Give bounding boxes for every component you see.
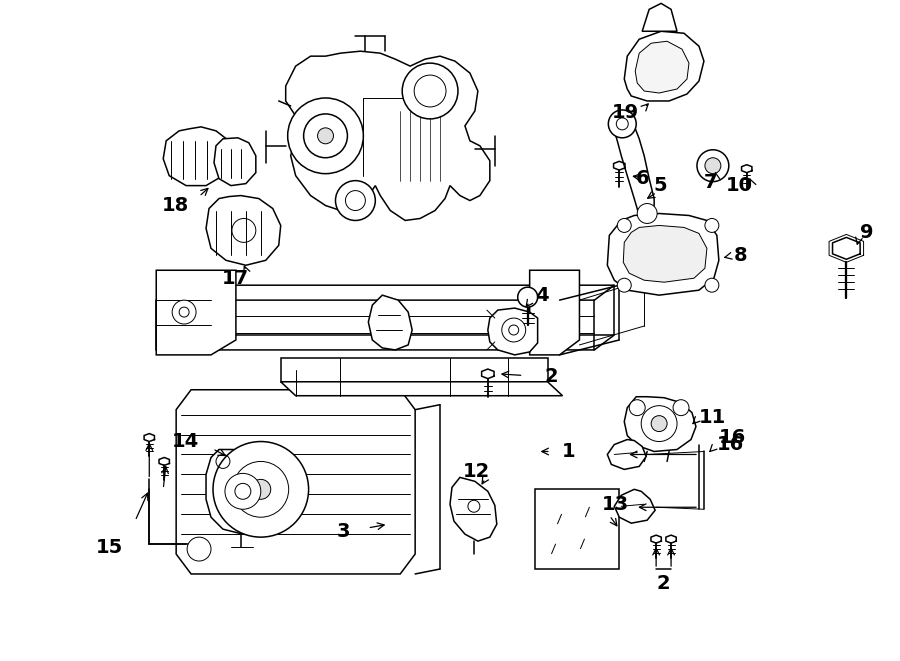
Circle shape [346,190,365,210]
Text: 5: 5 [653,176,667,195]
Circle shape [697,150,729,182]
Text: 16: 16 [719,428,746,447]
Polygon shape [176,390,415,574]
Text: 3: 3 [337,522,350,541]
Polygon shape [643,3,677,31]
Circle shape [303,114,347,158]
Circle shape [336,180,375,221]
Polygon shape [206,196,281,265]
Text: 4: 4 [535,286,548,305]
Text: 18: 18 [162,196,189,215]
Circle shape [637,204,657,223]
Text: 11: 11 [699,408,726,427]
Polygon shape [625,31,704,101]
Circle shape [673,400,689,416]
Polygon shape [285,51,490,221]
Circle shape [414,75,446,107]
Polygon shape [583,502,596,507]
Polygon shape [635,41,689,93]
Polygon shape [530,270,580,355]
Polygon shape [608,440,646,469]
Circle shape [187,537,211,561]
Circle shape [251,479,271,499]
Polygon shape [625,397,696,451]
Text: 10: 10 [725,176,752,195]
Polygon shape [157,270,236,355]
Polygon shape [157,335,615,350]
Polygon shape [624,225,706,282]
Text: 12: 12 [463,462,490,481]
Circle shape [705,278,719,292]
Polygon shape [578,534,590,539]
Polygon shape [206,449,283,534]
Circle shape [318,128,334,144]
Circle shape [172,300,196,324]
Text: 13: 13 [601,495,628,514]
Circle shape [233,461,289,517]
Polygon shape [163,127,233,186]
Polygon shape [281,382,562,396]
Text: 15: 15 [96,537,123,557]
Circle shape [641,406,677,442]
Polygon shape [214,137,256,186]
Circle shape [225,473,261,509]
Text: 1: 1 [562,442,575,461]
Text: 14: 14 [172,432,199,451]
Polygon shape [281,358,547,382]
Bar [535,489,619,569]
Circle shape [617,278,631,292]
Polygon shape [615,489,655,524]
Text: 17: 17 [221,269,248,288]
Circle shape [518,287,537,307]
Text: 19: 19 [612,103,639,122]
Polygon shape [615,121,654,215]
Circle shape [705,219,719,233]
Polygon shape [555,510,568,514]
Polygon shape [608,214,719,295]
Circle shape [288,98,364,174]
Polygon shape [368,295,412,350]
Text: 2: 2 [656,574,670,594]
Polygon shape [488,308,537,355]
Circle shape [213,442,309,537]
Circle shape [608,110,636,137]
Circle shape [402,63,458,119]
Circle shape [629,400,645,416]
Text: 16: 16 [717,435,744,454]
Polygon shape [157,285,615,300]
Text: 2: 2 [544,368,558,386]
Text: 8: 8 [734,246,747,265]
Text: 9: 9 [860,223,874,242]
Circle shape [617,219,631,233]
Polygon shape [549,539,562,544]
Circle shape [652,416,667,432]
Text: 6: 6 [635,169,649,188]
Circle shape [705,158,721,174]
Polygon shape [450,477,497,541]
Circle shape [502,318,526,342]
Text: 7: 7 [704,173,717,192]
